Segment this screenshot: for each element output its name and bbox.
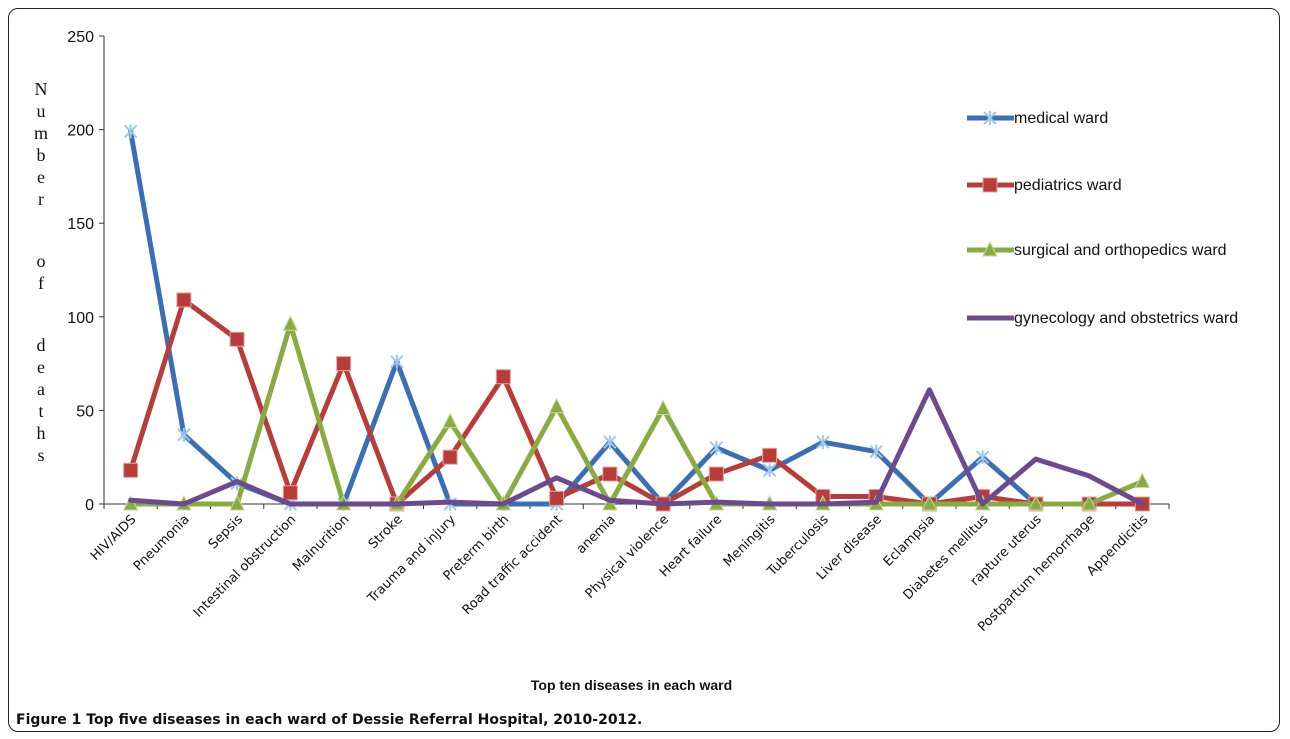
series-1-point bbox=[816, 435, 830, 450]
figure-frame: 0 50 100 150 200 250 HIV/AIDS Pneumonia Sepsis In… bbox=[8, 8, 1280, 732]
series-2-point bbox=[176, 292, 192, 308]
y-axis-title-letter: b bbox=[37, 145, 46, 165]
x-tick-label: Road traffic accident bbox=[460, 512, 566, 618]
y-axis-title-letter: h bbox=[37, 423, 46, 443]
x-tick-label: Intestinal obstruction bbox=[191, 512, 299, 620]
y-tick-label: 150 bbox=[67, 216, 94, 233]
series-2-point bbox=[282, 485, 298, 501]
y-axis-title-letter: N bbox=[35, 79, 48, 99]
y-axis-title-letter: o bbox=[37, 251, 46, 271]
series-1-point bbox=[603, 435, 617, 450]
series-line-4 bbox=[128, 387, 1145, 507]
y-axis-title-letter: r bbox=[38, 189, 44, 209]
series-2-point bbox=[229, 331, 245, 347]
series-3-point bbox=[548, 397, 565, 414]
y-tick-label: 100 bbox=[67, 310, 94, 327]
y-tick-label: 50 bbox=[76, 403, 94, 420]
caption-text: Top five diseases in each ward of Dessie… bbox=[81, 712, 643, 728]
x-tick-label: Stroke bbox=[366, 512, 406, 552]
series-3-point bbox=[1134, 472, 1151, 489]
series-2-point bbox=[762, 447, 778, 463]
series-2-point bbox=[549, 490, 565, 506]
series-2-point bbox=[708, 466, 724, 482]
x-axis-title: Top ten diseases in each ward bbox=[531, 677, 732, 693]
x-tick-label: HIV/AIDS bbox=[88, 512, 140, 564]
x-tick-label: Malnurition bbox=[290, 512, 352, 574]
y-axis-title-letter: a bbox=[37, 379, 45, 399]
y-axis-title-letter: f bbox=[38, 273, 44, 293]
series-line-3 bbox=[128, 321, 1145, 507]
y-axis-title-letter: s bbox=[37, 445, 44, 465]
y-tick-label: 250 bbox=[67, 29, 94, 46]
series-3-point bbox=[1081, 494, 1097, 511]
caption-label: Figure 1 bbox=[16, 712, 82, 728]
series-1-point bbox=[709, 440, 724, 455]
figure-caption: Figure 1 Top five diseases in each ward … bbox=[16, 712, 642, 728]
series-2-point bbox=[123, 462, 139, 478]
series-3-point bbox=[442, 412, 458, 429]
series-2-point bbox=[495, 369, 511, 385]
x-tick-label: Meningitis bbox=[721, 512, 779, 570]
x-tick-label: Sepsis bbox=[206, 512, 246, 552]
series-2-point bbox=[336, 356, 352, 372]
legend-marker bbox=[982, 240, 998, 257]
y-axis-title-letter: u bbox=[37, 101, 46, 121]
y-axis-title-letter: t bbox=[38, 401, 43, 421]
series-1-point bbox=[390, 354, 404, 369]
legend-label: pediatrics ward bbox=[1014, 177, 1122, 194]
series-3-point bbox=[282, 315, 299, 331]
series-1-point bbox=[177, 427, 191, 442]
y-axis-title-letter: m bbox=[34, 123, 48, 143]
series-3-point bbox=[1028, 494, 1044, 511]
series-1-point bbox=[869, 444, 883, 459]
series-1-point bbox=[123, 124, 138, 139]
y-axis-title-letter: e bbox=[37, 357, 45, 377]
x-tick-label: anemia bbox=[574, 512, 619, 557]
y-tick-label: 200 bbox=[67, 123, 94, 140]
x-tick-label: Pneumonia bbox=[131, 512, 193, 574]
series-1-point bbox=[762, 463, 777, 478]
series-3-point bbox=[655, 399, 671, 416]
legend-marker bbox=[982, 177, 998, 193]
series-3-point bbox=[229, 494, 245, 511]
series-2-point bbox=[442, 449, 458, 465]
legend-label: surgical and orthopedics ward bbox=[1014, 242, 1227, 259]
x-tick-label: Trauma and injury bbox=[364, 512, 459, 607]
series-line-2 bbox=[128, 297, 1145, 507]
series-1-point bbox=[975, 450, 990, 465]
y-axis-title-letter: d bbox=[37, 335, 46, 355]
series-3-point bbox=[921, 494, 938, 511]
y-tick-label: 0 bbox=[85, 497, 94, 514]
legend-label: medical ward bbox=[1014, 110, 1108, 127]
series-2-point bbox=[602, 466, 618, 482]
x-tick-label: Eclampsia bbox=[881, 512, 938, 569]
legend-marker bbox=[983, 111, 997, 125]
legend-label: gynecology and obstetrics ward bbox=[1014, 310, 1238, 327]
y-axis-title-letter: e bbox=[37, 167, 45, 187]
